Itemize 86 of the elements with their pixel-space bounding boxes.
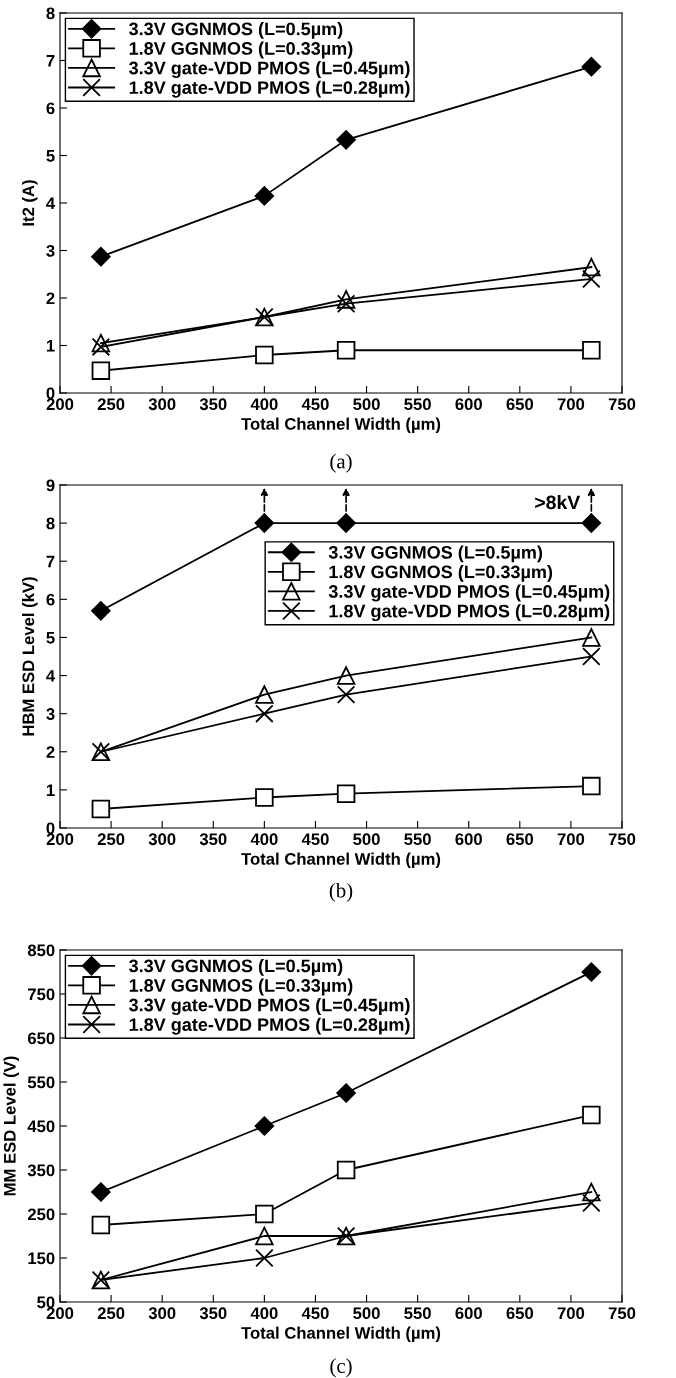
annotation: >8kV [535, 494, 581, 510]
y-tick-label: 850 [27, 944, 55, 957]
x-tick-label: 200 [46, 398, 74, 411]
y-tick-label: 7 [46, 555, 55, 568]
y-tick-label: 4 [46, 670, 56, 682]
legend-label: 1.8V GGNMOS (L=0.33µm) [129, 41, 353, 59]
x-tick-label: 350 [199, 398, 227, 411]
x-tick-label: 600 [455, 1307, 482, 1320]
y-tick-label: 1 [46, 340, 55, 352]
y-tick-label: 5 [46, 632, 55, 644]
y-tick-label: 9 [46, 479, 55, 492]
x-tick-label: 700 [557, 1307, 585, 1320]
x-tick-label: 550 [404, 398, 431, 411]
x-tick-label: 750 [608, 1307, 636, 1320]
y-tick-label: 50 [37, 1296, 55, 1309]
x-tick-label: 500 [353, 1307, 380, 1320]
x-tick-label: 600 [455, 398, 482, 411]
y-tick-label: 8 [46, 7, 55, 20]
x-axis-title: Total Channel Width (µm) [241, 417, 441, 434]
x-tick-label: 650 [506, 1307, 534, 1320]
x-tick-label: 350 [199, 1307, 227, 1320]
y-axis-title: It2 (A) [22, 180, 38, 226]
y-tick-label: 3 [46, 244, 55, 257]
text: (a) [330, 453, 352, 473]
x-tick-label: 700 [557, 833, 585, 846]
x-tick-label: 200 [46, 1307, 74, 1320]
x-tick-label: 600 [455, 833, 482, 846]
x-tick-label: 450 [301, 833, 329, 846]
y-tick-label: 2 [46, 292, 55, 305]
y-tick-label: 750 [28, 988, 55, 1001]
y-tick-label: 250 [27, 1208, 55, 1221]
y-tick-label: 2 [46, 746, 55, 758]
x-tick-label: 350 [199, 833, 227, 846]
x-tick-label: 300 [148, 398, 176, 411]
y-axis-title: MM ESD Level (V) [3, 1056, 19, 1196]
y-tick-label: 5 [46, 150, 55, 162]
legend-label: 3.3V GGNMOS (L=0.5µm) [129, 22, 343, 39]
x-tick-label: 500 [353, 833, 380, 846]
x-tick-label: 300 [148, 833, 176, 846]
legend-label: 1.8V GGNMOS (L=0.33µm) [129, 978, 353, 996]
legend-label: 3.3V GGNMOS (L=0.5µm) [129, 959, 343, 976]
legend-label: 3.3V gate-VDD PMOS (L=0.45µm) [129, 998, 410, 1016]
y-tick-label: 450 [27, 1120, 55, 1133]
legend-label: 3.3V gate-VDD PMOS (L=0.45µm) [129, 61, 410, 79]
y-tick-label: 7 [46, 55, 55, 67]
y-tick-label: 150 [28, 1252, 55, 1265]
y-tick-label: 350 [27, 1164, 55, 1177]
y-tick-label: 650 [27, 1032, 55, 1045]
x-tick-label: 650 [506, 398, 534, 411]
y-tick-label: 3 [46, 708, 55, 720]
x-tick-label: 550 [404, 833, 431, 846]
x-tick-label: 250 [97, 398, 125, 411]
legend-label: 1.8V gate-VDD PMOS (L=0.28µm) [129, 1017, 410, 1035]
x-axis-title: Total Channel Width (µm) [241, 852, 441, 869]
x-tick-label: 250 [97, 1307, 125, 1320]
y-tick-label: 6 [46, 102, 55, 115]
x-axis-title: Total Channel Width (µm) [241, 1326, 441, 1343]
y-tick-label: 4 [46, 197, 56, 210]
x-tick-label: 650 [506, 833, 534, 846]
x-tick-label: 550 [404, 1307, 431, 1320]
x-tick-label: 400 [250, 1307, 278, 1320]
x-tick-label: 750 [608, 833, 636, 846]
y-tick-label: 0 [46, 822, 55, 835]
legend-label: 3.3V gate-VDD PMOS (L=0.45µm) [328, 584, 610, 602]
y-tick-label: 550 [27, 1076, 55, 1089]
y-tick-label: 8 [46, 517, 55, 530]
x-tick-label: 700 [557, 398, 585, 411]
legend-label: 1.8V GGNMOS (L=0.33µm) [329, 565, 553, 582]
y-axis-title: HBM ESD Level (kV) [22, 577, 38, 736]
legend-label: 3.3V GGNMOS (L=0.5µm) [328, 545, 543, 563]
y-tick-label: 1 [46, 784, 55, 796]
text: (b) [329, 882, 353, 902]
legend-label: 1.8V gate-VDD PMOS (L=0.28µm) [329, 604, 610, 622]
x-tick-label: 750 [608, 398, 636, 411]
legend-label: 1.8V gate-VDD PMOS (L=0.28µm) [129, 80, 410, 98]
x-tick-label: 300 [148, 1307, 176, 1320]
y-tick-label: 0 [46, 387, 55, 400]
text: (c) [330, 1358, 352, 1378]
x-tick-label: 400 [250, 833, 278, 846]
x-tick-label: 400 [250, 398, 278, 411]
x-tick-label: 450 [301, 1307, 329, 1320]
x-tick-label: 200 [46, 833, 74, 846]
y-tick-label: 6 [46, 593, 55, 606]
x-tick-label: 500 [353, 398, 380, 411]
x-tick-label: 450 [301, 398, 329, 411]
x-tick-label: 250 [97, 833, 125, 846]
